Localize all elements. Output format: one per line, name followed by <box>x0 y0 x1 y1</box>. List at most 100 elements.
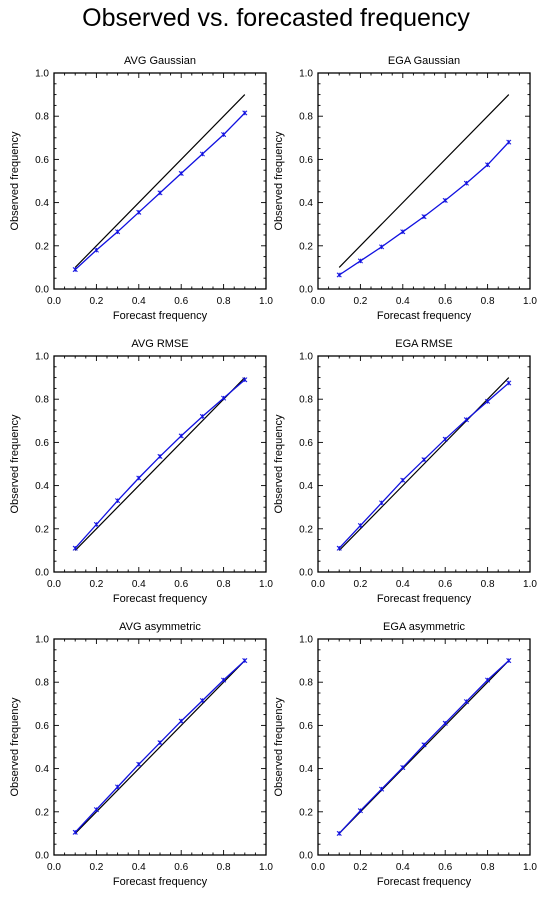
data-point-marker <box>115 498 121 504</box>
x-tick-label: 1.0 <box>259 862 273 873</box>
x-axis-label: Forecast frequency <box>113 310 208 322</box>
x-tick-label: 0.4 <box>396 579 410 590</box>
x-tick-label: 0.2 <box>353 579 367 590</box>
y-tick-label: 0.2 <box>35 524 49 535</box>
x-tick-label: 0.0 <box>47 579 61 590</box>
x-tick-label: 0.2 <box>353 862 367 873</box>
data-point-marker <box>136 761 142 767</box>
data-point-marker <box>421 457 427 463</box>
data-point-marker <box>221 132 227 138</box>
x-tick-label: 0.0 <box>311 579 325 590</box>
x-tick-label: 1.0 <box>259 296 273 307</box>
data-point-marker <box>72 545 78 551</box>
data-point-marker <box>199 698 205 704</box>
data-point-marker <box>506 658 512 664</box>
reliability-line <box>338 382 510 549</box>
x-axis-label: Forecast frequency <box>113 593 208 605</box>
data-point-marker <box>157 740 163 746</box>
data-point-marker <box>136 209 142 215</box>
y-tick-label: 0.4 <box>299 198 313 209</box>
x-tick-label: 0.4 <box>132 862 146 873</box>
data-point-marker <box>400 229 406 235</box>
y-axis-label: Observed frequency <box>273 697 285 797</box>
data-point-marker <box>336 545 342 551</box>
x-tick-label: 0.0 <box>311 296 325 307</box>
y-tick-label: 0.0 <box>299 568 313 579</box>
page-title: Observed vs. forecasted frequency <box>82 4 470 32</box>
data-point-marker <box>506 139 512 145</box>
data-point-marker <box>336 830 342 836</box>
y-tick-label: 0.6 <box>35 438 49 449</box>
x-axis-label: Forecast frequency <box>377 876 472 888</box>
chart-panel-3: 0.0 0.2 0.4 0.6 0.8 1.0 0.0 0.2 0.4 0.6 0.8 1.0 AVG … <box>9 338 273 605</box>
y-tick-label: 0.8 <box>35 112 49 123</box>
x-tick-label: 0.8 <box>481 296 495 307</box>
y-axis-label: Observed frequency <box>9 697 21 797</box>
data-point-marker <box>485 677 491 683</box>
data-point-marker <box>442 436 448 442</box>
x-axis-label: Forecast frequency <box>113 876 208 888</box>
x-tick-label: 0.2 <box>89 862 103 873</box>
reference-line <box>74 377 246 551</box>
y-tick-label: 0.6 <box>35 155 49 166</box>
y-tick-label: 0.8 <box>35 395 49 406</box>
x-tick-label: 0.6 <box>174 579 188 590</box>
y-axis-label: Observed frequency <box>273 131 285 231</box>
x-tick-label: 0.0 <box>47 296 61 307</box>
y-tick-label: 1.0 <box>35 635 49 646</box>
y-tick-label: 0.6 <box>299 438 313 449</box>
data-point-marker <box>178 718 184 724</box>
data-point-marker <box>178 170 184 176</box>
y-tick-label: 0.0 <box>35 851 49 862</box>
data-point-marker <box>442 197 448 203</box>
y-axis-label: Observed frequency <box>273 414 285 514</box>
reference-line <box>338 377 510 551</box>
data-point-marker <box>93 807 99 813</box>
data-point-marker <box>485 398 491 404</box>
x-tick-label: 1.0 <box>523 862 537 873</box>
x-tick-label: 0.8 <box>217 862 231 873</box>
x-axis-label: Forecast frequency <box>377 310 472 322</box>
data-point-marker <box>199 413 205 420</box>
reference-line <box>74 94 246 268</box>
data-point-marker <box>357 258 363 264</box>
y-tick-label: 0.2 <box>299 807 313 818</box>
x-tick-label: 0.2 <box>89 296 103 307</box>
chart-title: EGA Gaussian <box>388 55 460 67</box>
data-point-marker <box>421 214 427 220</box>
data-point-marker <box>242 110 248 116</box>
y-tick-label: 0.0 <box>299 285 313 296</box>
data-point-marker <box>379 500 385 506</box>
x-tick-label: 1.0 <box>523 296 537 307</box>
x-tick-label: 0.6 <box>438 862 452 873</box>
y-tick-label: 0.4 <box>35 481 49 492</box>
data-point-marker <box>485 162 491 168</box>
data-point-marker <box>463 417 469 423</box>
y-tick-label: 0.4 <box>35 198 49 209</box>
data-point-marker <box>357 523 363 529</box>
x-tick-label: 0.8 <box>481 862 495 873</box>
y-tick-label: 0.0 <box>35 568 49 579</box>
chart-title: EGA RMSE <box>395 338 452 350</box>
x-tick-label: 0.6 <box>438 296 452 307</box>
chart-title: AVG RMSE <box>131 338 188 350</box>
y-tick-label: 1.0 <box>35 69 49 80</box>
y-tick-label: 0.0 <box>299 851 313 862</box>
chart-panel-4: 0.0 0.2 0.4 0.6 0.8 1.0 0.0 0.2 0.4 0.6 0.8 1.0 EGA … <box>273 338 537 605</box>
data-point-marker <box>157 453 163 459</box>
x-tick-label: 0.0 <box>311 862 325 873</box>
reference-line <box>74 660 246 834</box>
y-tick-label: 0.6 <box>35 721 49 732</box>
y-axis-label: Observed frequency <box>9 131 21 231</box>
chart-panel-6: 0.0 0.2 0.4 0.6 0.8 1.0 0.0 0.2 0.4 0.6 0.8 1.0 EGA … <box>273 621 537 888</box>
y-tick-label: 0.2 <box>35 241 49 252</box>
data-point-marker <box>463 699 469 705</box>
x-tick-label: 0.8 <box>217 296 231 307</box>
reference-line <box>338 94 510 268</box>
x-tick-label: 0.2 <box>353 296 367 307</box>
y-tick-label: 0.6 <box>299 721 313 732</box>
data-point-marker <box>93 247 99 253</box>
x-tick-label: 0.0 <box>47 862 61 873</box>
data-point-marker <box>506 380 512 386</box>
